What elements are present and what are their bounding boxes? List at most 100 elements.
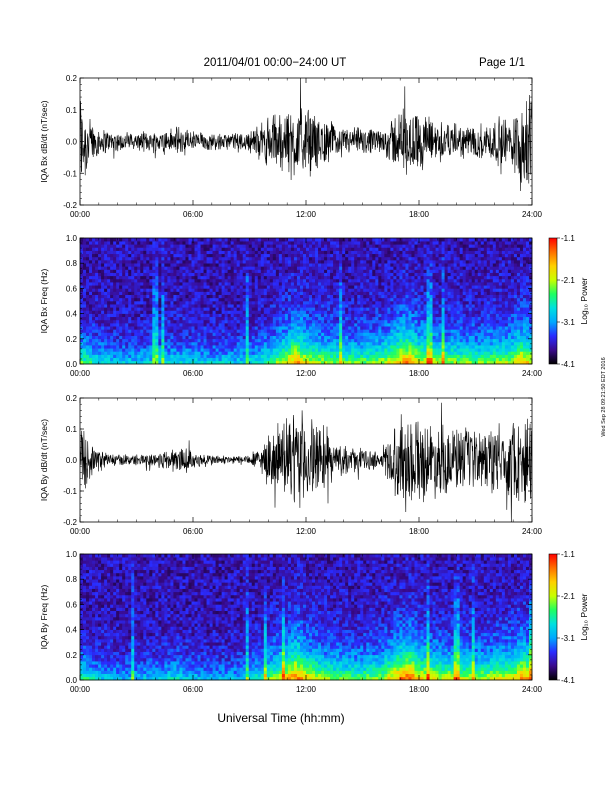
spectrogram-cell (128, 304, 132, 308)
spectrogram-cell (360, 260, 364, 264)
spectrogram-cell (221, 351, 225, 355)
spectrogram-cell (116, 357, 120, 362)
spectrogram-cell (318, 266, 322, 270)
spectrogram-cell (239, 332, 244, 336)
spectrogram-cell (384, 269, 388, 273)
spectrogram-cell (330, 275, 334, 280)
spectrogram-cell (200, 282, 204, 286)
spectrogram-cell (152, 247, 156, 251)
spectrogram-cell (116, 253, 120, 258)
spectrogram-cell (92, 341, 96, 346)
spectrogram-cell (197, 313, 201, 318)
spectrogram-cell (128, 294, 132, 299)
spectrogram-cell (327, 241, 331, 245)
spectrogram-cell (324, 278, 328, 283)
spectrogram-cell (336, 275, 340, 280)
spectrogram-cell (342, 253, 346, 258)
spectrogram-cell (119, 275, 123, 280)
spectrogram-cell (176, 332, 180, 336)
spectrogram-cell (80, 275, 84, 280)
spectrogram-cell (384, 285, 388, 289)
spectrogram-cell (95, 253, 99, 258)
spectrogram-cell (327, 338, 331, 343)
spectrogram-cell (432, 244, 436, 248)
spectrogram-cell (236, 338, 240, 343)
spectrogram-cell (315, 335, 319, 340)
spectrogram-cell (131, 247, 135, 251)
spectrogram-cell (414, 338, 418, 343)
spectrogram-cell (284, 348, 289, 352)
spectrogram-cell (173, 291, 177, 295)
spectrogram-cell (86, 282, 90, 286)
spectrogram-cell (293, 250, 298, 255)
spectrogram-cell (227, 244, 231, 248)
spectrogram-cell (110, 335, 114, 340)
spectrogram-cell (128, 348, 132, 352)
spectrogram-cell (327, 323, 331, 327)
spectrogram-cell (321, 335, 325, 340)
spectrogram-cell (194, 269, 198, 273)
spectrogram-cell (426, 310, 430, 314)
spectrogram-cell (134, 345, 138, 349)
spectrogram-cell (354, 266, 358, 270)
spectrogram-cell (405, 297, 409, 302)
spectrogram-cell (315, 313, 319, 318)
spectrogram-cell (275, 338, 280, 343)
spectrogram-cell (375, 269, 379, 273)
spectrogram-cell (414, 272, 418, 277)
spectrogram-cell (435, 307, 439, 311)
spectrogram-cell (432, 326, 436, 330)
spectrogram-cell (284, 360, 289, 365)
spectrogram-cell (444, 335, 448, 340)
spectrogram-cell (333, 282, 337, 286)
spectrogram-cell (185, 351, 189, 355)
spectrogram-cell (200, 247, 204, 251)
spectrogram-cell (417, 304, 421, 308)
spectrogram-cell (381, 253, 385, 258)
spectrogram-cell (438, 341, 442, 346)
spectrogram-cell (375, 313, 379, 318)
spectrogram-cell (360, 241, 364, 245)
spectrogram-cell (227, 250, 231, 255)
spectrogram-cell (302, 310, 307, 314)
spectrogram-cell (203, 250, 207, 255)
spectrogram-cell (80, 250, 84, 255)
spectrogram-cell (188, 260, 192, 264)
spectrogram-cell (348, 316, 352, 321)
spectrogram-cell (432, 266, 436, 270)
spectrogram-cell (324, 345, 328, 349)
spectrogram-cell (306, 323, 310, 327)
spectrogram-cell (429, 244, 433, 248)
spectrogram-cell (185, 329, 189, 333)
spectrogram-cell (251, 263, 256, 267)
spectrogram-cell (167, 323, 171, 327)
spectrogram-cell (417, 354, 421, 358)
spectrogram-cell (290, 294, 295, 299)
spectrogram-cell (405, 304, 409, 308)
spectrogram-cell (306, 329, 310, 333)
spectrogram-cell (176, 238, 180, 242)
spectrogram-cell (194, 310, 198, 314)
spectrogram-cell (372, 313, 376, 318)
spectrogram-cell (357, 241, 361, 245)
spectrogram-cell (399, 256, 403, 261)
spectrogram-cell (287, 338, 292, 343)
spectrogram-cell (405, 301, 409, 305)
spectrogram-cell (272, 256, 277, 261)
spectrogram-cell (278, 338, 283, 343)
spectrogram-cell (131, 329, 135, 333)
spectrogram-cell (290, 278, 295, 283)
spectrogram-cell (366, 266, 370, 270)
spectrogram-cell (414, 282, 418, 286)
spectrogram-cell (101, 294, 105, 299)
spectrogram-cell (360, 285, 364, 289)
spectrogram-cell (134, 263, 138, 267)
spectrogram-cell (251, 316, 256, 321)
spectrogram-cell (309, 266, 313, 270)
spectrogram-cell (176, 301, 180, 305)
spectrogram-cell (86, 285, 90, 289)
spectrogram-cell (330, 272, 334, 277)
spectrogram-cell (327, 310, 331, 314)
spectrogram-cell (107, 301, 111, 305)
spectrogram-cell (321, 348, 325, 352)
